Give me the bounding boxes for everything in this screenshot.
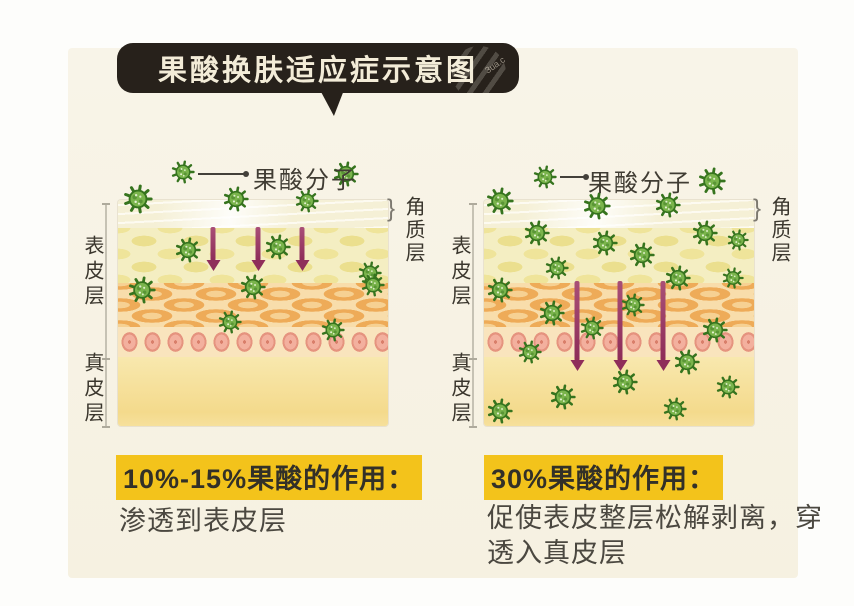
corneum-label: 角质层 [768, 196, 790, 265]
depth-measure-line [102, 203, 110, 428]
molecule-leader-line [198, 171, 249, 177]
corneum-bracket: } [753, 194, 762, 223]
layer-lower-epidermis [484, 283, 754, 327]
layer-stratum-corneum [118, 200, 388, 228]
layer-basal-cells [484, 327, 754, 357]
caption-highlight: 30%果酸的作用： [484, 455, 724, 500]
layer-dermis [484, 357, 754, 426]
measure-tick [102, 358, 110, 360]
corneum-bracket: } [387, 194, 396, 223]
dermis-label: 真皮层 [81, 352, 103, 427]
page-title: 果酸换肤适应症示意图 [157, 55, 478, 87]
caption-line: 透入真皮层 [487, 538, 627, 568]
molecule-leader-line [560, 174, 589, 180]
corneum-label: 角质层 [402, 196, 424, 265]
dermis-label: 真皮层 [448, 352, 470, 427]
layer-upper-epidermis [484, 228, 754, 283]
layer-upper-epidermis [118, 228, 388, 283]
molecule-label: 果酸分子 [588, 170, 692, 197]
measure-tick [469, 358, 477, 360]
measure-tick [469, 203, 477, 205]
caption-highlight: 10%-15%果酸的作用： [116, 455, 423, 500]
layer-basal-cells [118, 327, 388, 357]
epidermis-label: 表皮层 [81, 235, 103, 310]
layer-stratum-corneum [484, 200, 754, 228]
measure-tick [102, 203, 110, 205]
epidermis-label: 表皮层 [448, 235, 470, 310]
caption-line: 渗透到表皮层 [119, 506, 287, 536]
title-bubble: 果酸换肤适应症示意图 [117, 43, 519, 93]
caption-line: 促使表皮整层松解剥离，穿 [487, 503, 823, 533]
molecule-label: 果酸分子 [253, 167, 357, 194]
measure-tick [102, 426, 110, 428]
layer-dermis [118, 357, 388, 426]
depth-measure-line [469, 203, 477, 428]
layer-lower-epidermis [118, 283, 388, 327]
measure-tick [469, 426, 477, 428]
watermark-circle [452, 46, 506, 100]
skin-cross-section-right [484, 200, 754, 426]
skin-cross-section-left [118, 200, 388, 426]
